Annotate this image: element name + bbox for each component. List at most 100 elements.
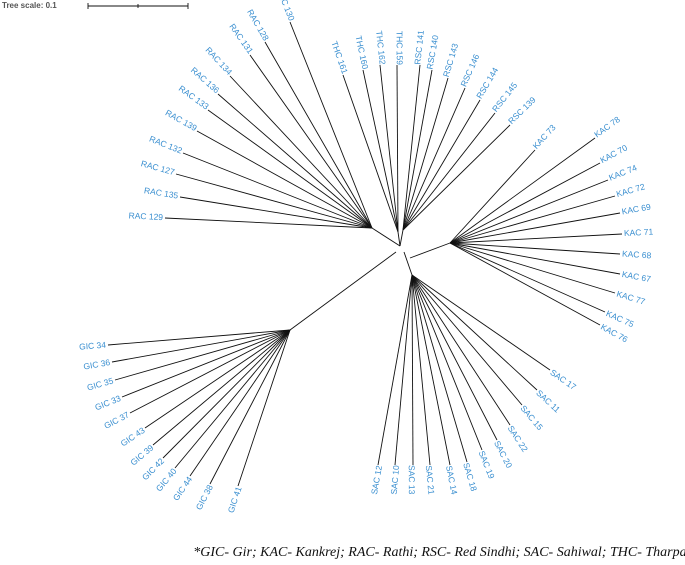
branch [394,274,413,466]
branch [411,274,551,371]
leaf-label: SAC 21 [424,465,437,495]
branch [411,274,414,466]
leaf-label: GIC 36 [83,357,112,372]
leaf-label: RSC 145 [490,80,519,114]
branch [411,274,431,466]
branch [196,130,373,229]
branch [411,274,523,406]
leaf-label: GIC 33 [93,393,122,412]
branch [449,242,621,255]
stem [409,242,451,259]
leaf-label: SAC 14 [444,465,460,496]
leaf-label: THC 162 [374,30,388,65]
branch [411,274,538,391]
leaf-label: RSC 146 [458,52,481,88]
scale-label: Tree scale: 0.1 [2,1,57,10]
stem [371,227,401,247]
leaf-label: SAC 22 [506,424,531,454]
branch [342,74,399,233]
branch [175,173,373,229]
leaf-label: SAC 15 [518,403,545,432]
branch [114,329,291,381]
leaf-label: KAC 72 [615,181,646,199]
leaf-label: RAC 127 [140,158,176,177]
leaf-label: SAC 13 [407,465,417,495]
branch [402,64,421,231]
branch [449,242,601,326]
leaf-label: RAC 132 [148,134,184,156]
leaf-label: SAC 12 [369,464,384,495]
branch [402,87,466,231]
stem [289,251,397,331]
branch [362,69,399,233]
branch [449,179,609,244]
leaf-label: SAC 17 [548,367,578,392]
leaf-label: KAC 70 [598,142,629,165]
branch [379,64,399,233]
branch [449,212,621,244]
branch [217,93,373,229]
stem [399,229,404,247]
leaf-label: KAC 78 [592,114,622,139]
stem [397,231,401,247]
leaf-label: RAC 130 [275,0,297,22]
leaf-label: RAC 139 [164,108,199,134]
branch [289,21,373,229]
branch [449,233,623,244]
branch [411,274,511,426]
branch [164,217,373,229]
branch [411,274,468,463]
branch [411,274,498,441]
branch [449,195,616,244]
branch [249,54,373,229]
leaf-label: KAC 68 [622,249,652,261]
stem [403,251,413,276]
leaf-label: GIC 35 [86,375,115,392]
leaf-label: THC 159 [395,31,405,65]
branch [449,242,621,275]
leaf-label: SAC 18 [461,461,479,492]
leaf-label: RAC 133 [177,83,211,111]
branch [411,274,483,451]
leaf-label: RSC 139 [506,95,538,126]
leaf-label: THC 161 [329,40,350,76]
branch [207,109,373,229]
branch [179,196,373,229]
footnote: *GIC- Gir; KAC- Kankrej; RAC- Rathi; RSC… [193,545,685,560]
branch [402,77,449,231]
branch [402,112,496,231]
leaf-label: SAC 11 [534,388,562,415]
branch [129,329,291,414]
branch [402,69,433,231]
leaf-label: KAC 69 [621,202,652,217]
leaf-label: SAC 20 [492,439,514,470]
branch [182,152,373,229]
leaf-label: KAC 71 [624,227,654,239]
leaf-label: GIC 43 [119,425,147,449]
branch [107,329,291,346]
branch [152,329,291,446]
branch [174,329,291,469]
branch [121,329,291,398]
branch [189,329,291,477]
leaf-label: RAC 135 [143,185,179,200]
branch [111,329,291,363]
leaf-label: RAC 128 [245,7,271,42]
branch [449,162,601,244]
branch [162,329,291,459]
leaf-label: GIC 34 [79,340,107,352]
branch [209,329,291,485]
leaf-label: RSC 140 [424,34,440,70]
leaf-label: RSC 144 [474,65,500,100]
branch [377,274,413,466]
branch [264,41,373,229]
branch [144,329,291,429]
branch [402,124,511,231]
leaf-label: KAC 74 [607,162,638,182]
branch [402,99,481,231]
branch [237,329,291,487]
leaf-label: GIC 38 [194,483,215,512]
leaf-label: KAC 73 [531,122,558,151]
